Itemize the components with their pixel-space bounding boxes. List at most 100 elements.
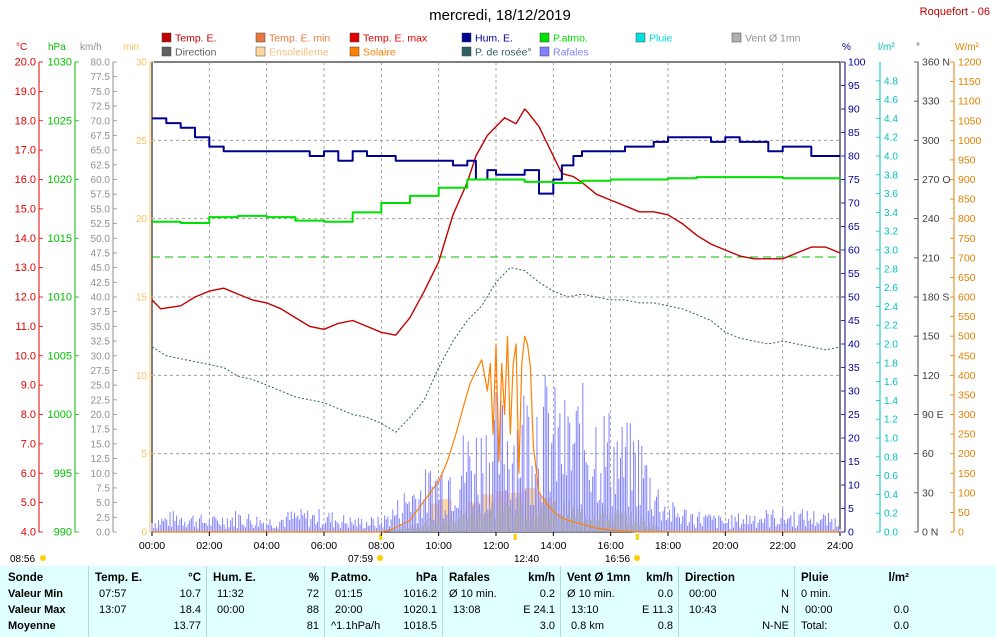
direction-tick: 240 (922, 213, 940, 225)
dir-r2-value: N (781, 604, 789, 616)
rain-tick: 0.6 (884, 471, 898, 482)
wind-tick: 5.0 (96, 498, 110, 509)
temp-tick: 12.0 (15, 292, 36, 304)
sunrise-tick (379, 534, 383, 540)
x-tick: 16:00 (598, 540, 624, 552)
legend-label: P.atmo. (553, 33, 588, 45)
sun-tick: 30 (136, 58, 148, 69)
rafales-avg: 3.0 (539, 620, 555, 632)
sun-tick: 5 (141, 449, 147, 460)
pluie-r3-value: 0.0 (893, 620, 909, 632)
rain-tick: 0.0 (884, 528, 898, 539)
solar-tick: 400 (958, 370, 976, 382)
label-sonde: Sonde (8, 572, 44, 584)
rain-tick: 1.6 (884, 377, 898, 388)
humidity-tick: 60 (848, 245, 860, 257)
wind-tick: 55.0 (91, 204, 111, 215)
sunset-marker (634, 555, 640, 561)
legend-swatch (349, 32, 360, 43)
solar-tick: 1150 (958, 76, 981, 88)
legend-label: Temp. E. max (363, 33, 428, 45)
legend-swatch (161, 46, 172, 57)
wind-tick: 30.0 (91, 351, 111, 362)
hum-max-time: 00:00 (217, 604, 245, 616)
pressure-tick: 1005 (48, 350, 72, 362)
rain-tick: 4.4 (884, 114, 898, 125)
x-axis: 00:00 02:00 04:00 06:00 08:00 10:00 12:00 14:00… (139, 532, 853, 552)
temp-unit: °C (16, 42, 27, 53)
wind-unit: km/h (80, 42, 102, 53)
pressure-tick: 1015 (48, 233, 72, 245)
solar-tick: 450 (958, 350, 976, 362)
vent-r2: 13:10 (571, 604, 599, 616)
label-avg: Moyenne (8, 620, 56, 632)
temp-avg: 13.77 (173, 620, 201, 632)
hum-title: Hum. E. (213, 572, 256, 584)
legend-label: Pluie (649, 33, 673, 45)
temp-tick: 5.0 (21, 497, 36, 509)
wind-tick: 32.5 (91, 337, 111, 348)
rain-tick: 2.6 (884, 283, 898, 294)
pluie-unit-label: l/m² (888, 572, 909, 584)
x-tick: 08:00 (368, 540, 394, 552)
rafales-title: Rafales (449, 572, 490, 584)
summary-pluie: Pluie l/m² 0 min. 00:00 0.0 Total: 0.0 (794, 566, 915, 637)
patmo-trend: ^1.1hPa/h (331, 620, 381, 632)
hum-min-time: 11:32 (217, 588, 244, 600)
dir-r1: 00:00 (689, 588, 717, 600)
rafales-r1: Ø 10 min. (449, 588, 497, 600)
solar-tick: 750 (958, 233, 976, 245)
legend-label: Ensoleilleme (269, 47, 329, 59)
pressure-tick: 1000 (48, 409, 72, 421)
wind-tick: 72.5 (91, 102, 111, 113)
humidity-tick: 55 (848, 268, 860, 280)
solar-tick: 50 (958, 507, 970, 519)
vent-title: Vent Ø 1mn (567, 572, 631, 584)
pluie-r1: 0 min. (801, 588, 831, 600)
direction-tick: 150 (922, 331, 940, 343)
summary-temp: Temp. E. °C 07:57 10.7 13:07 18.4 13.77 (88, 566, 207, 637)
patmo-min-time: 01:15 (335, 588, 363, 600)
legend-swatch (349, 46, 360, 57)
wind-tick: 27.5 (91, 366, 111, 377)
dir-r3-value: N-NE (762, 620, 789, 632)
humidity-tick: 45 (848, 315, 860, 327)
legend: Temp. E. Direction Temp. E. min Ensoleillem… (161, 32, 801, 59)
pressure-tick: 1020 (48, 174, 72, 186)
rain-tick: 3.2 (884, 227, 898, 238)
rain-tick: 0.2 (884, 509, 898, 520)
temp-tick: 10.0 (15, 350, 36, 362)
direction-tick: 300 (922, 135, 940, 147)
patmo-unit-label: hPa (415, 572, 437, 584)
rain-tick: 2.4 (884, 302, 898, 313)
rain-tick: 3.8 (884, 170, 898, 181)
solar-tick: 600 (958, 292, 976, 304)
rain-tick: 0.4 (884, 490, 898, 501)
humidity-tick: 35 (848, 362, 860, 374)
wind-tick: 62.5 (91, 160, 111, 171)
rain-tick: 2.2 (884, 321, 898, 332)
rain-tick: 3.6 (884, 189, 898, 200)
wind-tick: 65.0 (91, 146, 111, 157)
solar-tick: 850 (958, 194, 976, 206)
wind-tick: 52.5 (91, 219, 111, 230)
wind-tick: 42.5 (91, 278, 111, 289)
legend-label: Hum. E. (475, 33, 513, 45)
x-tick: 22:00 (770, 540, 796, 552)
legend-label: Temp. E. min (269, 33, 330, 45)
solar-tick: 0 (958, 527, 964, 539)
rain-tick: 1.8 (884, 358, 898, 369)
patmo-max-time: 20:00 (335, 604, 363, 616)
station-name: Roquefort - 06 (920, 6, 990, 18)
legend-swatch (255, 32, 266, 43)
humidity-tick: 0 (848, 527, 854, 539)
rain-tick: 4.8 (884, 76, 898, 87)
humidity-tick: 5 (848, 503, 854, 515)
wind-tick: 77.5 (91, 72, 111, 83)
solar-tick: 1200 (958, 57, 982, 69)
summary-labels: Sonde Valeur Min Valeur Max Moyenne (0, 566, 88, 637)
solar-tick: 150 (958, 468, 976, 480)
temp-unit-label: °C (188, 572, 201, 584)
noon-label: 12:40 (514, 554, 539, 565)
pressure-tick: 990 (54, 527, 72, 539)
